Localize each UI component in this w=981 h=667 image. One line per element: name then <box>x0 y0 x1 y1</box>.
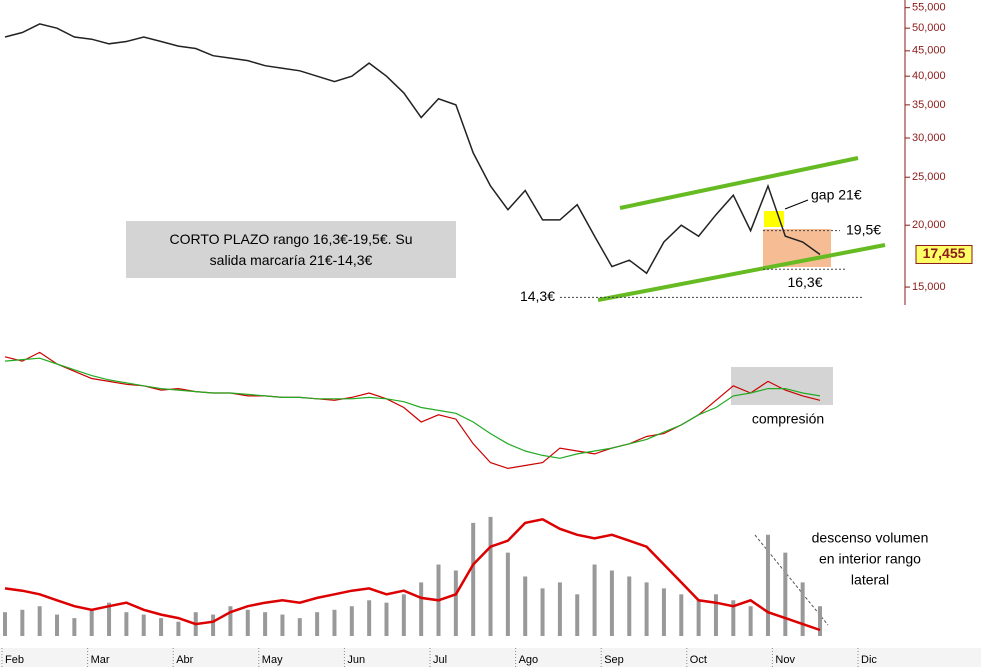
volume-bar <box>609 570 614 636</box>
volume-bar <box>696 600 701 636</box>
month-label: Jul <box>433 654 447 666</box>
volume-bar <box>315 612 320 636</box>
level-label: 14,3€ <box>520 288 555 304</box>
volume-bar <box>211 614 216 636</box>
volume-bar <box>783 552 788 636</box>
y-tick-label: 45,000 <box>912 45 946 57</box>
y-tick-label: 25,000 <box>912 171 946 183</box>
volume-bar <box>263 612 268 636</box>
compression-label: compresión <box>752 411 824 427</box>
month-label: Jun <box>347 654 365 666</box>
price-line <box>4 23 821 275</box>
volume-bar <box>540 588 545 636</box>
volume-bar <box>37 606 42 636</box>
note-text: CORTO PLAZO rango 16,3€-19,5€. Su salida … <box>169 231 412 268</box>
oscillator-line <box>4 357 821 459</box>
volume-trend <box>754 534 829 626</box>
volume-bar <box>89 609 94 636</box>
volume-bar <box>141 614 146 636</box>
month-label: Oct <box>690 654 707 666</box>
month-label: Dic <box>861 654 877 666</box>
month-label: Sep <box>604 654 624 666</box>
volume-bar <box>644 582 649 636</box>
volume-bar <box>107 602 112 636</box>
volume-bar <box>245 609 250 636</box>
volume-bar <box>800 582 805 636</box>
channel-bottom <box>597 243 886 302</box>
last-price-label: 17,455 <box>923 245 966 261</box>
month-label: May <box>262 654 283 666</box>
volume-bar <box>575 594 580 636</box>
volume-bar <box>176 621 181 636</box>
volume-bar <box>627 576 632 636</box>
y-tick-label: 50,000 <box>912 22 946 34</box>
gap-arrow <box>784 199 809 210</box>
month-label: Feb <box>5 654 24 666</box>
volume-bar <box>471 522 476 636</box>
level-label: 19,5€ <box>846 221 881 237</box>
volume-bar <box>557 582 562 636</box>
volume-bar <box>384 602 389 636</box>
volume-note: descenso volumen <box>812 530 929 546</box>
volume-bar <box>505 552 510 636</box>
y-tick-label: 30,000 <box>912 132 946 144</box>
volume-average <box>4 517 821 632</box>
volume-bar <box>731 600 736 636</box>
volume-bar <box>55 614 60 636</box>
volume-bar <box>818 606 822 636</box>
volume-bar <box>401 594 406 636</box>
gap-marker <box>764 211 784 227</box>
volume-bar <box>332 609 337 636</box>
month-label: Ago <box>519 654 539 666</box>
note-box <box>126 221 456 278</box>
volume-note: en interior rango <box>819 551 921 567</box>
volume-bar <box>124 612 129 636</box>
y-tick-label: 15,000 <box>912 281 946 293</box>
y-tick-label: 40,000 <box>912 70 946 82</box>
volume-bar <box>72 618 77 636</box>
volume-bar <box>661 588 666 636</box>
volume-note: lateral <box>851 572 889 588</box>
month-label: Abr <box>176 654 193 666</box>
last-price-box <box>915 244 973 264</box>
volume-bar <box>523 576 528 636</box>
volume-bar <box>419 582 424 636</box>
volume-bar <box>228 606 233 636</box>
y-tick-label: 55,000 <box>912 2 946 14</box>
volume-bar <box>453 570 458 636</box>
volume-bar <box>297 618 302 636</box>
volume-bar <box>679 594 684 636</box>
channel-top <box>619 156 859 210</box>
level-label: 16,3€ <box>787 274 822 290</box>
volume-bar <box>748 606 753 636</box>
month-label: Nov <box>775 654 795 666</box>
volume-bar <box>765 534 770 636</box>
gap-label: gap 21€ <box>811 187 862 203</box>
volume-bar <box>3 612 7 636</box>
month-label: Mar <box>91 654 110 666</box>
volume-bar <box>349 606 354 636</box>
volume-bar <box>592 564 597 636</box>
volume-bar <box>20 609 25 636</box>
volume-bar <box>488 516 493 636</box>
y-tick-label: 20,000 <box>912 219 946 231</box>
y-tick-label: 35,000 <box>912 99 946 111</box>
volume-bar <box>280 614 285 636</box>
volume-bar <box>367 600 372 636</box>
volume-bar <box>713 594 718 636</box>
volume-bar <box>159 618 164 636</box>
time-axis <box>0 648 981 667</box>
